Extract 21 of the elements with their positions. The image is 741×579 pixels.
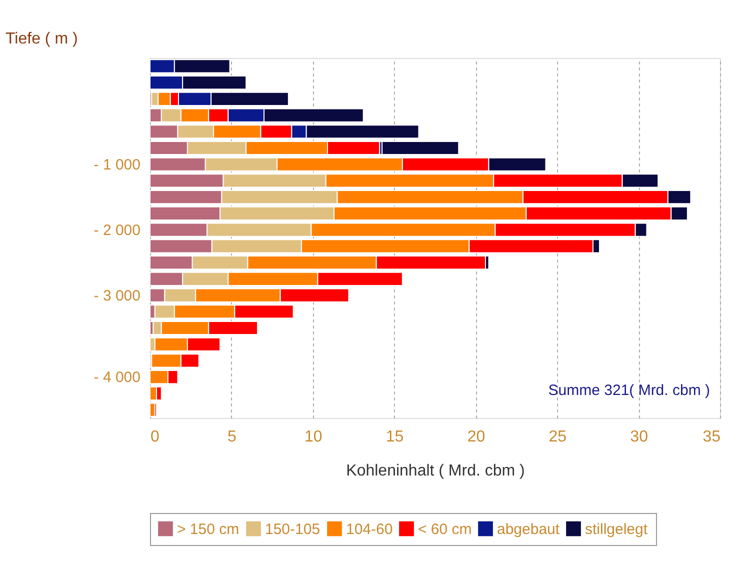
x-tick-label: 10 bbox=[304, 428, 322, 446]
annotation: Summe 321( Mrd. cbm ) bbox=[548, 382, 710, 399]
legend-label: > 150 cm bbox=[177, 520, 240, 538]
y-tick-label: - 4 000 bbox=[94, 369, 140, 386]
legend-label: < 60 cm bbox=[418, 520, 472, 538]
x-tick-label: 0 bbox=[150, 428, 160, 446]
y-tick-label: - 2 000 bbox=[94, 222, 140, 239]
y-axis-title: Tiefe ( m ) bbox=[6, 30, 78, 48]
y-tick-label: - 3 000 bbox=[94, 287, 140, 304]
y-tick-label: - 1 000 bbox=[94, 156, 140, 174]
legend-label: 150-105 bbox=[265, 520, 320, 538]
x-tick-label: 35 bbox=[702, 428, 721, 446]
x-tick-label: 15 bbox=[386, 428, 404, 446]
legend-label: stillgelegt bbox=[585, 520, 648, 538]
x-tick-label: 30 bbox=[630, 428, 648, 446]
legend-label: 104-60 bbox=[346, 520, 393, 538]
x-axis-title: Kohleninhalt ( Mrd. cbm ) bbox=[346, 462, 525, 480]
x-tick-label: 5 bbox=[227, 428, 236, 446]
x-tick-label: 25 bbox=[548, 428, 567, 446]
x-tick-label: 20 bbox=[467, 428, 486, 446]
legend-label: abgebaut bbox=[497, 520, 560, 538]
